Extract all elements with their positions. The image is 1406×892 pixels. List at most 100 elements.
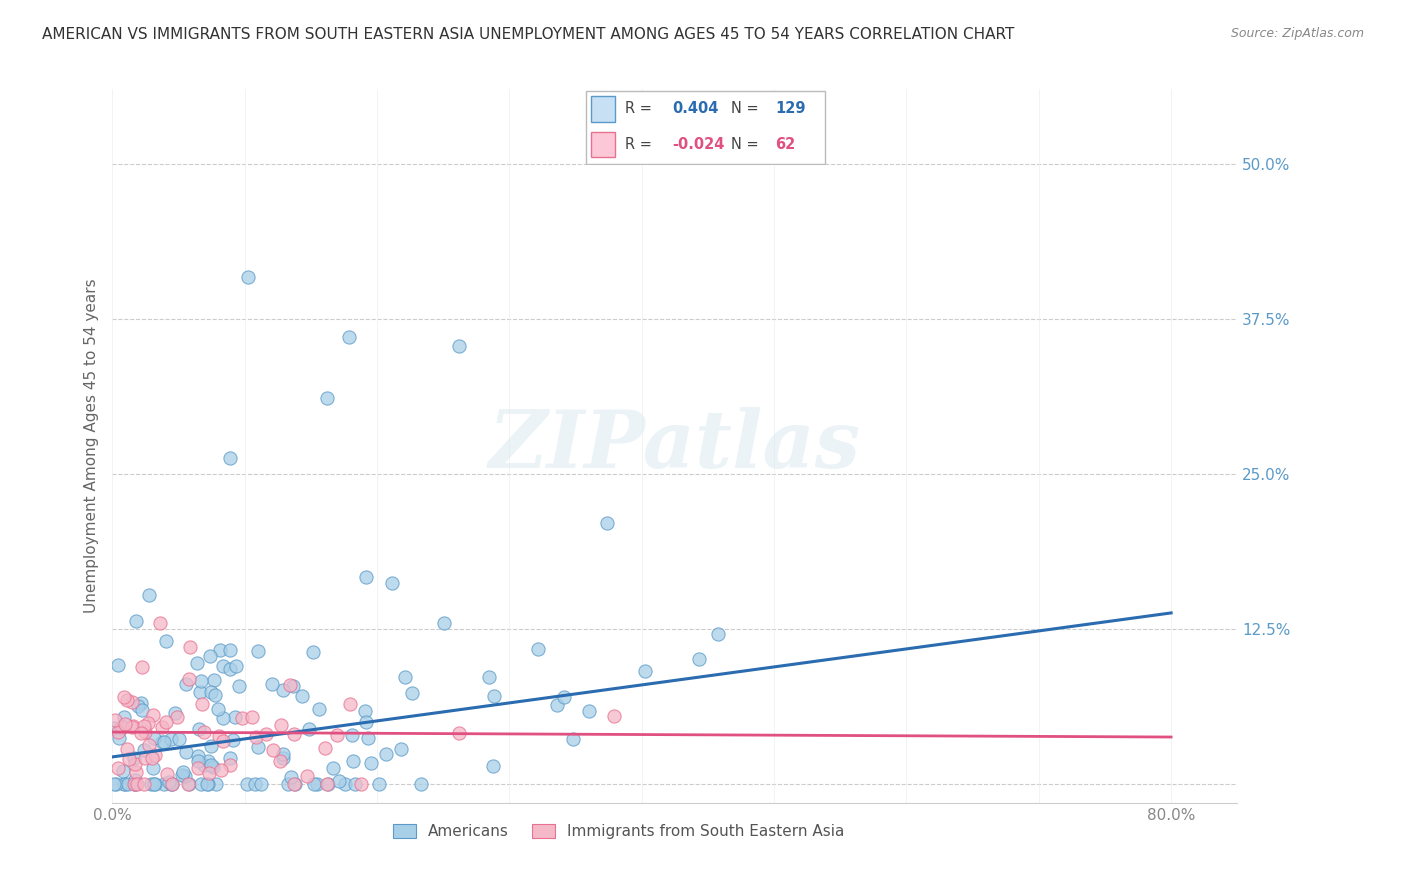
Text: 62: 62	[776, 137, 796, 152]
Point	[281, 679, 304, 693]
Point	[131, 703, 153, 717]
Point	[381, 575, 404, 590]
Point	[277, 777, 299, 791]
Point	[546, 698, 568, 713]
Point	[432, 616, 454, 631]
FancyBboxPatch shape	[591, 132, 616, 158]
Point	[578, 704, 600, 718]
Point	[114, 777, 136, 791]
Point	[526, 641, 548, 656]
Point	[342, 754, 364, 768]
Point	[143, 731, 166, 746]
Point	[127, 698, 149, 713]
Point	[142, 761, 165, 775]
Point	[160, 777, 183, 791]
Point	[150, 720, 173, 734]
Text: -0.024: -0.024	[672, 137, 724, 152]
Point	[316, 777, 339, 791]
Point	[212, 733, 235, 747]
Point	[298, 723, 321, 737]
Point	[343, 777, 366, 791]
Point	[187, 761, 209, 775]
Text: N =: N =	[731, 137, 759, 152]
Point	[124, 777, 146, 791]
Point	[177, 777, 200, 791]
Point	[316, 391, 339, 405]
Point	[143, 747, 166, 762]
Point	[112, 709, 135, 723]
Point	[132, 742, 155, 756]
Point	[273, 747, 295, 762]
Point	[187, 755, 209, 769]
Point	[269, 754, 291, 768]
Point	[136, 715, 159, 730]
Point	[322, 761, 344, 775]
Point	[247, 644, 270, 658]
Point	[367, 777, 389, 791]
Point	[152, 777, 174, 791]
Point	[219, 451, 242, 466]
Point	[245, 730, 267, 744]
Point	[172, 764, 194, 779]
Point	[224, 709, 246, 723]
Point	[305, 777, 328, 791]
Point	[190, 673, 212, 688]
Point	[326, 728, 349, 742]
Point	[271, 682, 294, 697]
Point	[114, 716, 136, 731]
Point	[337, 330, 360, 344]
Point	[354, 715, 377, 730]
Point	[201, 760, 224, 774]
Point	[238, 269, 260, 284]
Point	[360, 756, 382, 771]
Point	[153, 735, 176, 749]
Point	[186, 656, 208, 670]
Point	[225, 658, 247, 673]
Point	[297, 769, 319, 783]
Y-axis label: Unemployment Among Ages 45 to 54 years: Unemployment Among Ages 45 to 54 years	[83, 278, 98, 614]
Point	[478, 670, 501, 684]
Point	[291, 689, 314, 703]
Point	[198, 649, 221, 664]
Point	[166, 710, 188, 724]
Text: ZIPatlas: ZIPatlas	[489, 408, 860, 484]
Point	[553, 690, 575, 705]
Point	[208, 729, 231, 743]
Point	[240, 710, 263, 724]
FancyBboxPatch shape	[586, 91, 824, 163]
Point	[125, 614, 148, 628]
Point	[254, 726, 277, 740]
Point	[219, 758, 242, 772]
Point	[162, 777, 184, 791]
Point	[270, 718, 292, 732]
Point	[271, 751, 294, 765]
Point	[262, 676, 284, 690]
Point	[208, 643, 231, 657]
Point	[449, 339, 471, 353]
Point	[283, 777, 305, 791]
Point	[124, 764, 146, 779]
Point	[197, 765, 219, 780]
FancyBboxPatch shape	[591, 96, 616, 122]
Point	[193, 725, 215, 739]
Point	[108, 731, 131, 746]
Legend: Americans, Immigrants from South Eastern Asia: Americans, Immigrants from South Eastern…	[387, 818, 851, 845]
Point	[278, 678, 301, 692]
Point	[707, 627, 730, 641]
Point	[200, 685, 222, 699]
Point	[138, 738, 160, 752]
Point	[562, 731, 585, 746]
Point	[188, 722, 211, 736]
Point	[139, 777, 162, 791]
Text: 0.404: 0.404	[672, 102, 718, 117]
Text: AMERICAN VS IMMIGRANTS FROM SOUTH EASTERN ASIA UNEMPLOYMENT AMONG AGES 45 TO 54 : AMERICAN VS IMMIGRANTS FROM SOUTH EASTER…	[42, 27, 1015, 42]
Point	[134, 725, 156, 739]
Point	[308, 702, 330, 716]
Point	[143, 777, 166, 791]
Point	[200, 758, 222, 772]
Point	[112, 777, 135, 791]
Point	[107, 658, 129, 673]
Point	[122, 751, 145, 765]
Point	[391, 741, 413, 756]
Point	[103, 722, 125, 736]
